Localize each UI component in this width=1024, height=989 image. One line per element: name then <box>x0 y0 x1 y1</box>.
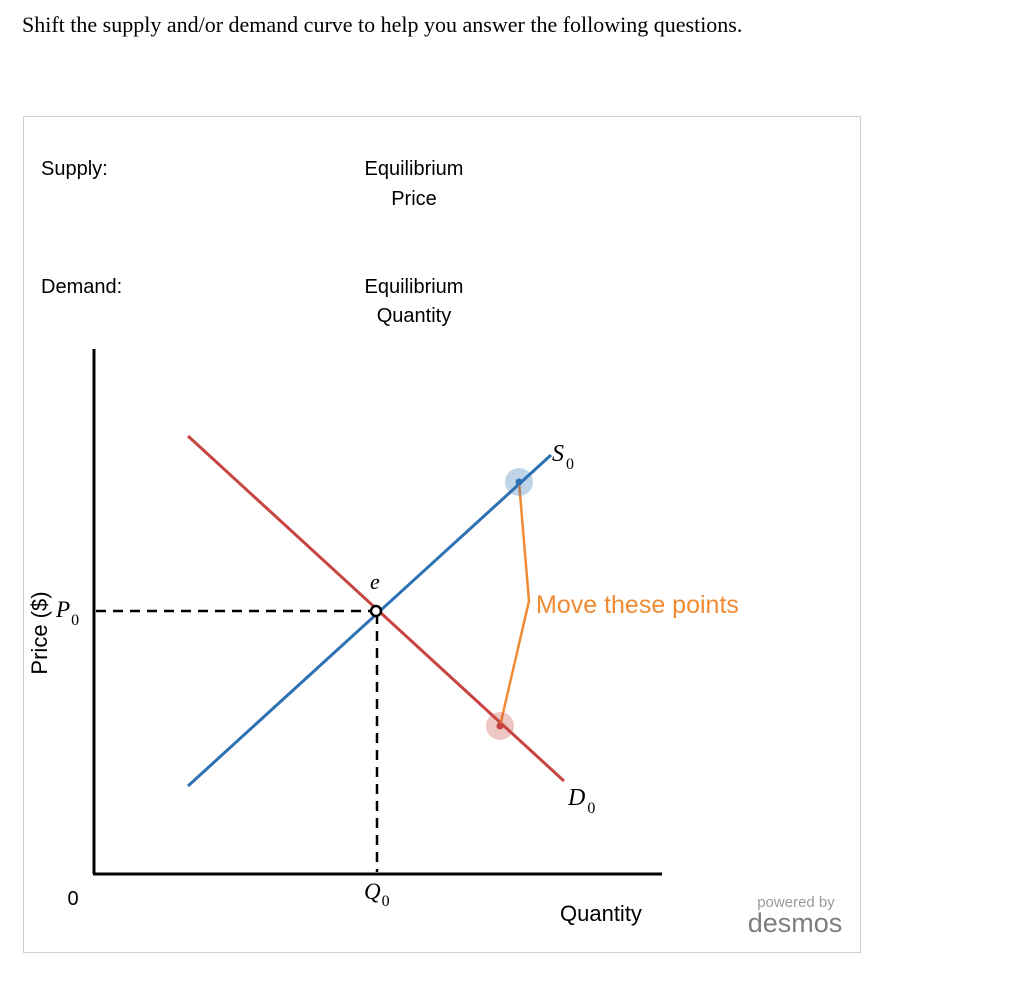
quantity-q0-label: Q0 <box>364 879 390 910</box>
powered-by-text: powered by <box>757 894 835 911</box>
desmos-graph-panel: Supply: Demand: Equilibrium Price Equili… <box>23 116 861 953</box>
equilibrium-point <box>369 604 383 618</box>
supply-answer-label: Supply: <box>41 158 108 180</box>
equilibrium-quantity-label-line1: Equilibrium <box>365 276 464 298</box>
supply-demand-graph: Supply: Demand: Equilibrium Price Equili… <box>27 158 843 938</box>
equilibrium-label: e <box>370 569 380 594</box>
demand-answer-label: Demand: <box>41 276 122 298</box>
y-axis-title: Price ($) <box>27 591 52 674</box>
desmos-logo[interactable]: desmos <box>748 908 843 938</box>
supply-drag-point[interactable] <box>515 478 523 486</box>
origin-label: 0 <box>67 888 78 910</box>
equilibrium-price-label-line1: Equilibrium <box>365 158 464 180</box>
demand-drag-point[interactable] <box>496 722 504 730</box>
x-axis-title: Quantity <box>560 901 642 926</box>
price-p0-label: P0 <box>55 597 79 629</box>
move-points-hint: Move these points <box>536 591 739 619</box>
equilibrium-price-label-line2: Price <box>391 188 437 210</box>
hint-connector <box>498 481 531 727</box>
question-prompt: Shift the supply and/or demand curve to … <box>22 12 743 37</box>
equilibrium-quantity-label-line2: Quantity <box>377 305 451 327</box>
supply-curve <box>186 453 553 788</box>
